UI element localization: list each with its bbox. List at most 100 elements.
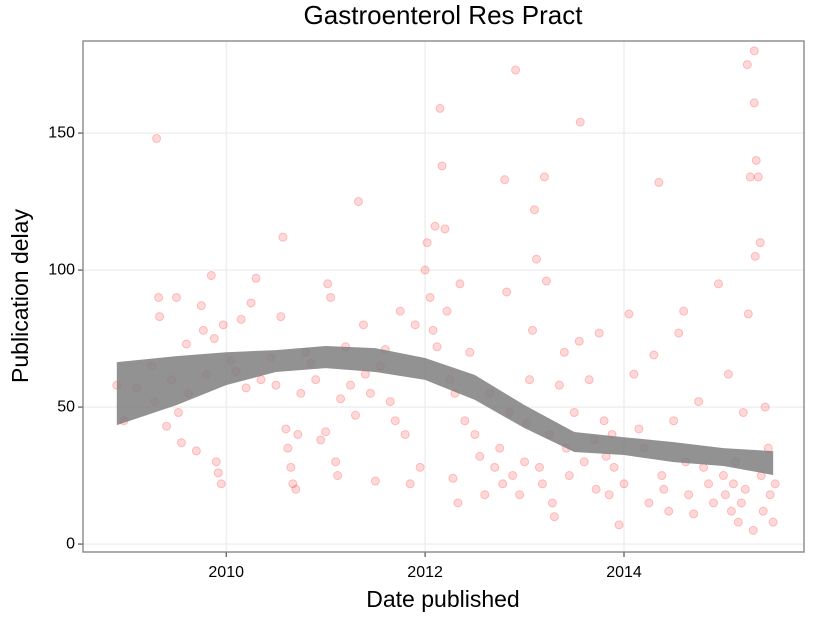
point [410, 320, 420, 330]
point [440, 224, 450, 234]
point [629, 369, 639, 379]
point [196, 301, 206, 311]
point [619, 479, 629, 489]
point [206, 271, 216, 281]
point [415, 462, 425, 472]
point [515, 490, 525, 500]
point [539, 172, 549, 182]
point [508, 471, 518, 481]
point [733, 517, 743, 527]
point [442, 306, 452, 316]
point [609, 462, 619, 472]
point [564, 471, 574, 481]
point [749, 46, 759, 56]
point [209, 334, 219, 344]
point [276, 312, 286, 322]
point [554, 380, 564, 390]
point [584, 375, 594, 385]
x-axis-label: Date published [366, 586, 519, 612]
point [281, 424, 291, 434]
point [428, 325, 438, 335]
point [534, 462, 544, 472]
point [720, 490, 730, 500]
point [437, 161, 447, 171]
point [669, 416, 679, 426]
point [470, 429, 480, 439]
point [760, 402, 770, 412]
point [679, 306, 689, 316]
point [311, 375, 321, 385]
point [749, 98, 759, 108]
point [296, 388, 306, 398]
point [385, 397, 395, 407]
x-tick-label: 2010 [208, 564, 244, 581]
point [420, 265, 430, 275]
point [453, 498, 463, 508]
point [770, 479, 780, 489]
point [624, 309, 634, 319]
point [425, 292, 435, 302]
point [748, 525, 758, 535]
point [559, 347, 569, 357]
point [155, 312, 165, 322]
plot-background [83, 41, 804, 552]
point [575, 117, 585, 127]
point [475, 451, 485, 461]
point [674, 328, 684, 338]
point [531, 254, 541, 264]
point [316, 435, 326, 445]
point [723, 369, 733, 379]
point [599, 416, 609, 426]
point [649, 350, 659, 360]
point [395, 306, 405, 316]
point [594, 328, 604, 338]
point [333, 471, 343, 481]
point [365, 388, 375, 398]
point [271, 380, 281, 390]
point [525, 375, 535, 385]
point [657, 471, 667, 481]
x-tick-label: 2012 [407, 564, 443, 581]
point [753, 172, 763, 182]
point [370, 476, 380, 486]
point [614, 520, 624, 530]
y-tick-label: 150 [48, 124, 75, 141]
point [465, 347, 475, 357]
point [740, 484, 750, 494]
point [358, 320, 368, 330]
point [579, 457, 589, 467]
point [659, 484, 669, 494]
point [336, 394, 346, 404]
point [448, 473, 458, 483]
point [574, 336, 584, 346]
point [755, 238, 765, 248]
point [728, 479, 738, 489]
point [216, 479, 226, 489]
point [154, 292, 164, 302]
point [173, 408, 183, 418]
point [529, 205, 539, 215]
point [758, 506, 768, 516]
point [654, 177, 664, 187]
point [171, 292, 181, 302]
point [331, 457, 341, 467]
point [213, 468, 223, 478]
point [283, 443, 293, 453]
point [490, 462, 500, 472]
point [432, 342, 442, 352]
y-axis-label: Publication delay [7, 209, 33, 383]
point [241, 383, 251, 393]
y-tick-label: 100 [48, 261, 75, 278]
chart-title: Gastroenterol Res Pract [304, 0, 584, 30]
point [181, 339, 191, 349]
point [644, 498, 654, 508]
point [346, 380, 356, 390]
point [218, 320, 228, 330]
point [400, 429, 410, 439]
y-tick-label: 50 [57, 398, 75, 415]
point [502, 287, 512, 297]
point [162, 421, 172, 431]
point [768, 517, 778, 527]
point [293, 429, 303, 439]
